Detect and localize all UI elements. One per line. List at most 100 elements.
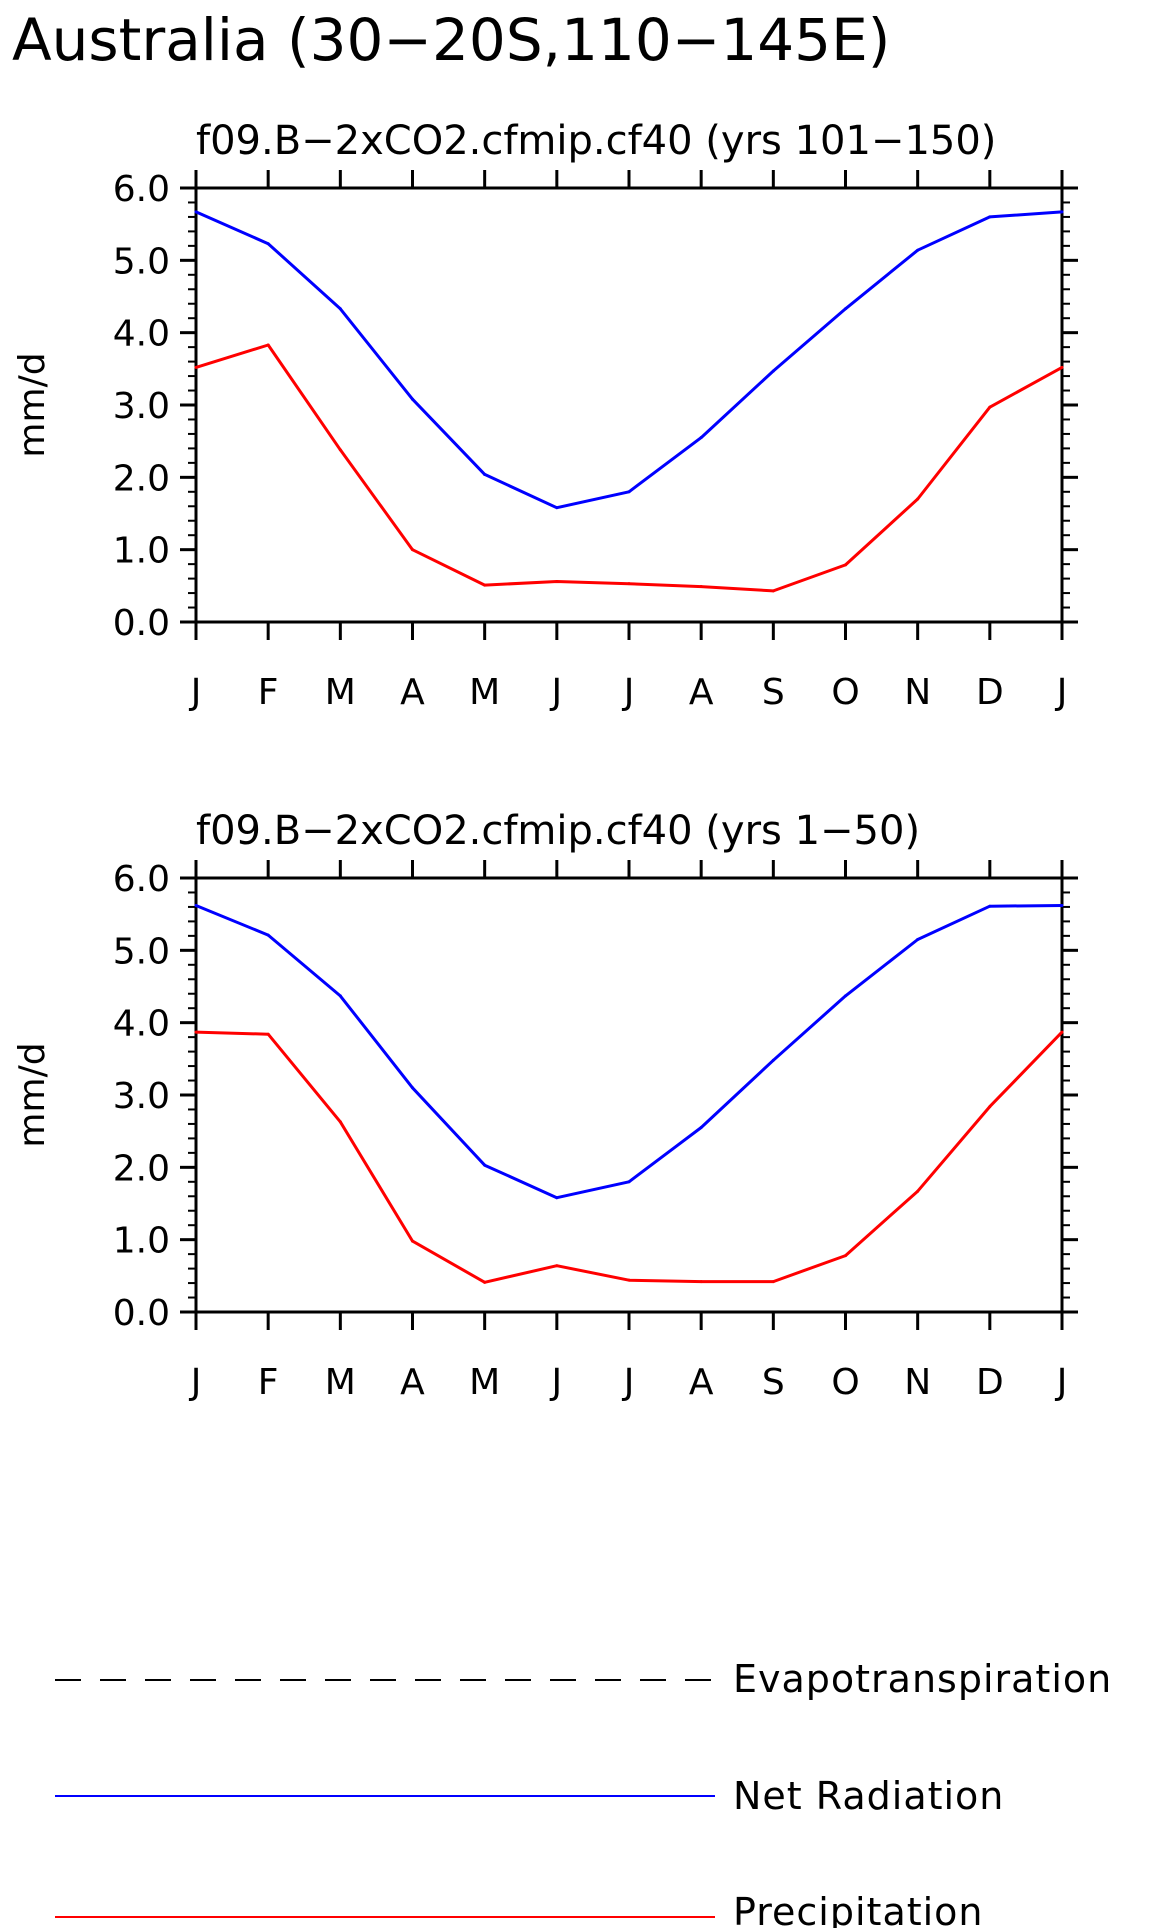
x-tick-label: M: [325, 1362, 356, 1403]
data-point-net-radiation: [627, 1180, 631, 1184]
x-tick-label: N: [904, 1362, 931, 1403]
data-point-precipitation: [338, 1120, 342, 1124]
data-point-precipitation: [916, 497, 920, 501]
data-point-precipitation: [771, 1280, 775, 1284]
data-point-precipitation: [844, 563, 847, 567]
data-point-precipitation: [194, 365, 198, 369]
data-point-net-radiation: [1060, 903, 1064, 907]
y-axis-label: mm/d: [12, 352, 53, 457]
data-point-precipitation: [1060, 365, 1064, 369]
x-tick-label: N: [904, 672, 931, 713]
data-point-net-radiation: [266, 933, 270, 937]
x-tick-label: J: [550, 672, 563, 713]
x-tick-label: F: [258, 672, 279, 713]
y-tick-label: 0.0: [113, 1293, 170, 1334]
y-tick-label: 5.0: [113, 241, 170, 282]
data-point-precipitation: [555, 579, 559, 583]
data-point-precipitation: [699, 1280, 703, 1284]
data-point-net-radiation: [844, 307, 847, 311]
x-tick-label: J: [622, 1362, 635, 1403]
data-point-net-radiation: [194, 210, 198, 214]
data-point-net-radiation: [699, 1126, 703, 1130]
data-point-precipitation: [771, 589, 775, 593]
data-point-net-radiation: [771, 1058, 775, 1062]
data-point-precipitation: [411, 1239, 414, 1243]
plot-frame: [194, 186, 1064, 624]
y-tick-label: 2.0: [113, 1148, 170, 1189]
x-tick-label: J: [1055, 1362, 1068, 1403]
series-line-net-radiation: [195, 210, 1063, 510]
x-tick-label: D: [976, 672, 1004, 713]
data-point-precipitation: [627, 1278, 631, 1282]
y-tick-label: 5.0: [113, 931, 170, 972]
data-point-precipitation: [844, 1254, 847, 1258]
y-tick-label: 4.0: [113, 314, 170, 355]
plot-frame: [194, 876, 1064, 1314]
y-tick-label: 0.0: [113, 603, 170, 644]
data-point-precipitation: [555, 1264, 559, 1268]
data-point-precipitation: [483, 1280, 487, 1284]
series-line-precipitation: [195, 343, 1063, 593]
y-tick-label: 3.0: [113, 386, 170, 427]
y-tick-label: 1.0: [113, 1221, 170, 1262]
data-point-precipitation: [988, 1105, 992, 1109]
x-tick-label: J: [1055, 672, 1068, 713]
legend-label-net-radiation: Net Radiation: [733, 1774, 1004, 1818]
data-point-net-radiation: [916, 248, 920, 252]
y-tick-label: 2.0: [113, 458, 170, 499]
x-tick-label: A: [400, 672, 425, 713]
data-point-net-radiation: [411, 1086, 414, 1090]
data-point-net-radiation: [1060, 210, 1064, 214]
x-tick-label: M: [325, 672, 356, 713]
data-point-net-radiation: [555, 1196, 559, 1200]
x-tick-label: F: [258, 1362, 279, 1403]
data-point-net-radiation: [988, 904, 992, 908]
x-tick-label: M: [469, 1362, 500, 1403]
x-tick-label: O: [831, 672, 859, 713]
data-point-precipitation: [1060, 1030, 1064, 1034]
data-point-precipitation: [699, 585, 703, 589]
y-tick-label: 6.0: [113, 859, 170, 900]
legend: Evapotranspiration Net Radiation Precipi…: [55, 1657, 1112, 1928]
y-tick-label: 3.0: [113, 1076, 170, 1117]
data-point-precipitation: [627, 582, 631, 586]
data-point-precipitation: [988, 405, 992, 409]
data-point-net-radiation: [844, 994, 847, 998]
data-point-precipitation: [411, 548, 414, 552]
data-point-precipitation: [266, 1032, 270, 1036]
series-line-net-radiation: [195, 904, 1063, 1200]
panel-title: f09.B−2xCO2.cfmip.cf40 (yrs 1−50): [196, 808, 920, 854]
legend-label-evapotranspiration: Evapotranspiration: [733, 1657, 1112, 1701]
data-point-precipitation: [483, 583, 487, 587]
data-point-net-radiation: [555, 506, 559, 510]
x-tick-label: J: [189, 672, 202, 713]
data-point-precipitation: [338, 448, 342, 452]
data-point-net-radiation: [483, 472, 487, 476]
y-tick-label: 4.0: [113, 1004, 170, 1045]
series-line-precipitation: [195, 1030, 1064, 1284]
chart-panel-bottom: f09.B−2xCO2.cfmip.cf40 (yrs 1−50) 0.0 1.0 2…: [12, 808, 1078, 1403]
data-point-net-radiation: [411, 397, 414, 401]
data-point-precipitation: [266, 343, 270, 347]
x-tick-label: S: [762, 1362, 785, 1403]
x-tick-label: O: [831, 1362, 859, 1403]
data-point-net-radiation: [483, 1163, 487, 1167]
panel-title: f09.B−2xCO2.cfmip.cf40 (yrs 101−150): [196, 118, 996, 164]
data-point-net-radiation: [627, 490, 631, 494]
data-point-net-radiation: [916, 937, 920, 941]
y-tick-label: 6.0: [113, 169, 170, 210]
y-axis-label: mm/d: [12, 1042, 53, 1147]
data-point-net-radiation: [338, 307, 342, 311]
legend-label-precipitation: Precipitation: [733, 1890, 984, 1928]
data-point-precipitation: [916, 1189, 920, 1193]
x-tick-label: S: [762, 672, 785, 713]
data-point-net-radiation: [266, 242, 270, 246]
x-tick-label: A: [689, 1362, 714, 1403]
chart-panel-top: f09.B−2xCO2.cfmip.cf40 (yrs 101−150) 0.0 1…: [12, 118, 1078, 713]
x-tick-label: J: [622, 672, 635, 713]
data-point-net-radiation: [699, 436, 703, 440]
x-tick-label: M: [469, 672, 500, 713]
data-point-precipitation: [194, 1030, 198, 1034]
y-tick-label: 1.0: [113, 531, 170, 572]
